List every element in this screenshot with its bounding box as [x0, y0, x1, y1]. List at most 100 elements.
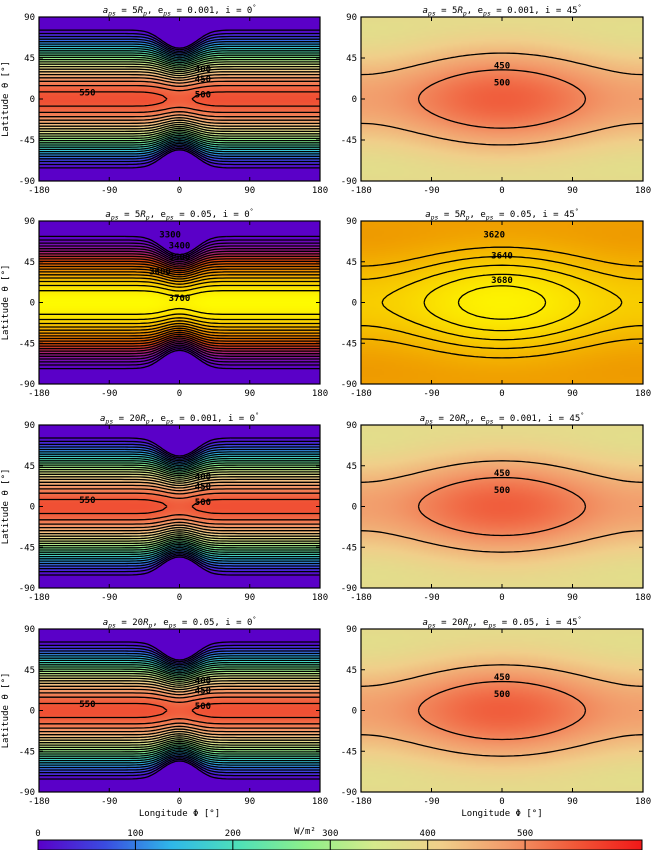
y-axis-label: Latitude θ [°]	[1, 265, 11, 341]
contour-lines	[39, 29, 320, 169]
contour-label: 500	[195, 498, 211, 508]
y-tick-label: 90	[24, 217, 35, 227]
x-tick-label: 0	[499, 593, 504, 603]
x-tick-label: 180	[312, 593, 328, 603]
y-tick-label: 0	[30, 95, 35, 105]
y-tick-label: -90	[341, 788, 357, 798]
x-tick-label: 0	[177, 186, 182, 196]
contour-label: 550	[79, 89, 95, 99]
contour-lines	[360, 246, 644, 359]
y-tick-label: 45	[346, 54, 357, 64]
y-tick-label: 0	[30, 707, 35, 717]
y-tick-label: -45	[19, 543, 35, 553]
contour-label: 500	[195, 90, 211, 100]
colorbar-tick-label: 100	[127, 829, 143, 839]
y-tick-label: -45	[19, 136, 35, 146]
panel-title: aps = 20Rp, eps = 0.001, i = 0°	[100, 411, 259, 426]
y-tick-label: 90	[346, 421, 357, 431]
contour-label: 450	[195, 483, 211, 493]
colorbar-tick-label: 500	[517, 829, 533, 839]
contour-label: 500	[494, 690, 510, 700]
x-tick-label: 180	[312, 186, 328, 196]
heatmap-surface	[361, 221, 643, 384]
panel-title: aps = 20Rp, eps = 0.001, i = 45°	[420, 411, 584, 426]
panel-title: aps = 5Rp, eps = 0.001, i = 45°	[423, 3, 582, 18]
y-tick-label: -45	[341, 747, 357, 757]
y-tick-label: 45	[346, 258, 357, 268]
colorbar-unit-label: W/m²	[294, 827, 316, 837]
y-tick-label: 90	[24, 13, 35, 23]
x-tick-label: 180	[635, 593, 651, 603]
x-tick-label: -90	[423, 186, 439, 196]
x-tick-label: 180	[635, 186, 651, 196]
heatmap-surface	[361, 629, 643, 792]
x-tick-label: -90	[423, 389, 439, 399]
x-tick-label: 90	[244, 389, 255, 399]
contour-label: 450	[494, 673, 510, 683]
x-tick-label: -180	[28, 389, 50, 399]
panel-title: aps = 20Rp, eps = 0.05, i = 45°	[423, 615, 582, 630]
contour-label: 550	[79, 496, 95, 506]
x-tick-label: 180	[312, 389, 328, 399]
y-axis-label: Latitude θ [°]	[1, 673, 11, 749]
x-tick-label: -180	[28, 797, 50, 807]
x-tick-label: 90	[244, 797, 255, 807]
contour-label: 450	[494, 469, 510, 479]
y-tick-label: -90	[341, 177, 357, 187]
y-tick-label: 45	[24, 666, 35, 676]
y-axis-label: Latitude θ [°]	[1, 61, 11, 137]
contour-label: 550	[79, 700, 95, 710]
heatmap-surface	[361, 425, 643, 588]
x-tick-label: -180	[350, 186, 372, 196]
y-tick-label: 0	[30, 299, 35, 309]
y-tick-label: 90	[346, 13, 357, 23]
contour-label: 400	[195, 65, 211, 75]
x-tick-label: -180	[28, 186, 50, 196]
colorbar-strip	[37, 839, 643, 850]
contour-label: 450	[494, 61, 510, 71]
x-tick-label: 180	[312, 797, 328, 807]
contour-label: 3620	[483, 231, 505, 241]
contour-label: 3500	[169, 253, 191, 263]
x-tick-label: -90	[101, 797, 117, 807]
y-tick-label: 45	[24, 462, 35, 472]
x-tick-label: 180	[635, 797, 651, 807]
x-tick-label: 90	[567, 186, 578, 196]
contour-lines	[39, 437, 320, 576]
x-tick-label: 0	[499, 186, 504, 196]
x-tick-label: 90	[244, 186, 255, 196]
y-tick-label: 45	[346, 462, 357, 472]
contour-label: 3700	[169, 294, 191, 304]
panel-title: aps = 20Rp, eps = 0.05, i = 0°	[103, 615, 257, 630]
contour-label: 400	[195, 473, 211, 483]
x-tick-label: -180	[350, 797, 372, 807]
y-tick-label: 0	[352, 503, 357, 513]
y-tick-label: 90	[346, 625, 357, 635]
y-tick-label: -90	[19, 177, 35, 187]
x-tick-label: -90	[101, 593, 117, 603]
y-tick-label: 0	[352, 707, 357, 717]
contour-label: 500	[195, 702, 211, 712]
x-axis-label: Longitude Φ [°]	[139, 809, 220, 819]
contour-label: 3680	[491, 276, 513, 286]
x-tick-label: -90	[101, 389, 117, 399]
y-tick-label: 90	[24, 421, 35, 431]
x-tick-label: 90	[567, 593, 578, 603]
colorbar: 0 100 200 300 400 500 W/m²	[35, 827, 643, 850]
contour-label: 3600	[149, 268, 171, 278]
contour-label: 450	[195, 75, 211, 85]
y-tick-label: 45	[24, 258, 35, 268]
y-tick-label: 90	[24, 625, 35, 635]
x-tick-label: 90	[567, 389, 578, 399]
contour-lines	[360, 52, 644, 146]
contour-label: 450	[195, 687, 211, 697]
y-tick-label: 0	[30, 503, 35, 513]
contour-lines	[360, 664, 644, 757]
